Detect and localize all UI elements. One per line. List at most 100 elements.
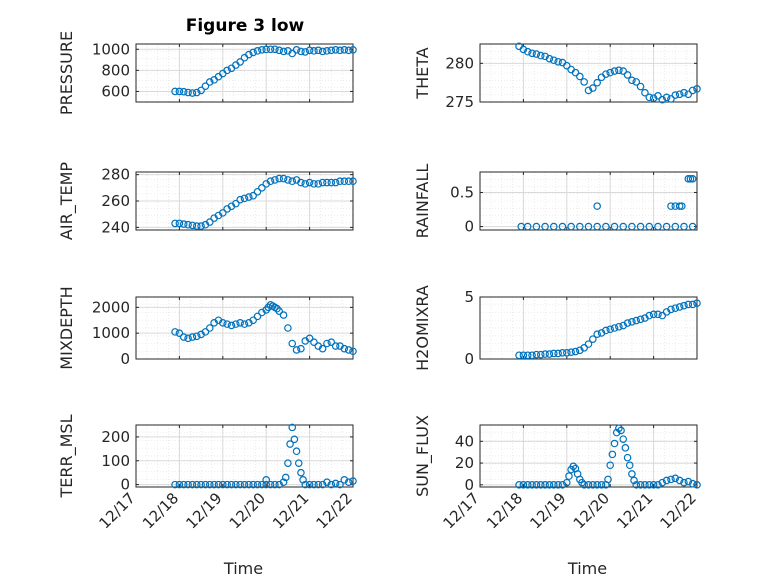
data-point: [658, 95, 667, 104]
data-point: [593, 202, 601, 210]
data-point: [223, 320, 231, 328]
data-point: [310, 480, 318, 489]
data-point: [184, 334, 192, 343]
data-point: [619, 222, 628, 231]
data-point: [602, 70, 610, 78]
y-tick-label: 0: [120, 350, 130, 368]
data-point: [615, 322, 623, 331]
data-point: [327, 178, 336, 187]
data-point: [636, 315, 645, 324]
axes-box: [479, 296, 698, 360]
data-point: [645, 222, 654, 231]
data-point: [284, 459, 292, 467]
data-point: [686, 175, 695, 183]
data-point: [680, 88, 688, 97]
data-point: [327, 338, 336, 347]
data-point: [610, 222, 619, 231]
data-point: [597, 481, 606, 489]
data-point: [275, 174, 284, 183]
data-point: [290, 435, 299, 444]
data-point: [258, 45, 266, 54]
data-point: [671, 304, 680, 312]
data-points: [515, 424, 701, 489]
data-point: [236, 480, 244, 489]
data-point: [318, 178, 327, 187]
data-point: [240, 480, 249, 489]
data-point: [279, 478, 288, 487]
data-point: [617, 426, 625, 435]
data-point: [584, 86, 593, 95]
data-point: [327, 46, 336, 55]
data-point: [528, 49, 536, 58]
data-point: [536, 350, 545, 359]
y-axis-label: RAINFALL: [413, 164, 432, 239]
axes-box: [479, 424, 698, 488]
data-point: [331, 342, 340, 350]
data-points: [515, 42, 701, 104]
axes-box: [135, 296, 354, 360]
data-point: [589, 84, 597, 92]
data-point: [549, 56, 558, 65]
data-point: [593, 78, 601, 87]
data-point: [562, 348, 571, 357]
data-point: [549, 349, 558, 358]
data-point: [171, 328, 179, 336]
data-point: [623, 319, 632, 327]
data-point: [201, 328, 210, 336]
data-point: [279, 47, 288, 56]
data-point: [654, 310, 662, 319]
data-point: [523, 47, 532, 56]
data-point: [179, 333, 188, 341]
data-point: [318, 480, 327, 489]
data-point: [249, 480, 257, 489]
data-point: [621, 444, 630, 452]
data-point: [292, 447, 301, 456]
data-point: [219, 319, 227, 327]
data-point: [318, 47, 327, 56]
data-points: [171, 300, 357, 356]
data-point: [636, 82, 645, 91]
data-point: [219, 480, 227, 489]
y-axis-label: PRESSURE: [57, 31, 76, 115]
data-point: [610, 324, 619, 332]
data-point: [245, 50, 253, 59]
data-point: [541, 350, 549, 358]
data-point: [654, 481, 662, 489]
data-point: [678, 202, 686, 210]
data-point: [288, 177, 297, 186]
data-point: [305, 178, 314, 187]
data-point: [201, 480, 210, 489]
data-point: [578, 478, 586, 487]
data-point: [549, 222, 558, 231]
data-point: [519, 45, 528, 54]
data-point: [684, 90, 693, 99]
data-point: [336, 177, 344, 186]
data-point: [576, 222, 584, 231]
panel-1: 600 800 1000 PRESSURE: [57, 31, 357, 115]
data-point: [349, 177, 357, 186]
data-point: [179, 220, 188, 228]
data-point: [541, 222, 549, 231]
data-point: [632, 481, 641, 489]
data-point: [310, 47, 318, 55]
data-point: [344, 177, 353, 186]
y-axis-label: MIXDEPTH: [57, 286, 76, 369]
data-point: [227, 480, 236, 489]
data-point: [608, 450, 617, 459]
data-point: [532, 50, 541, 58]
data-points: [171, 45, 357, 97]
data-point: [628, 317, 636, 326]
data-point: [545, 350, 554, 358]
data-point: [292, 346, 301, 354]
data-point: [275, 46, 284, 55]
data-points: [517, 175, 697, 231]
data-point: [554, 349, 562, 358]
data-point: [688, 479, 697, 488]
data-point: [236, 195, 244, 204]
y-tick-label: 275: [445, 93, 474, 111]
data-point: [201, 82, 210, 90]
data-point: [253, 47, 262, 55]
data-point: [299, 476, 307, 484]
y-axis-label: H2OMIXRA: [413, 285, 432, 371]
data-point: [344, 346, 353, 354]
